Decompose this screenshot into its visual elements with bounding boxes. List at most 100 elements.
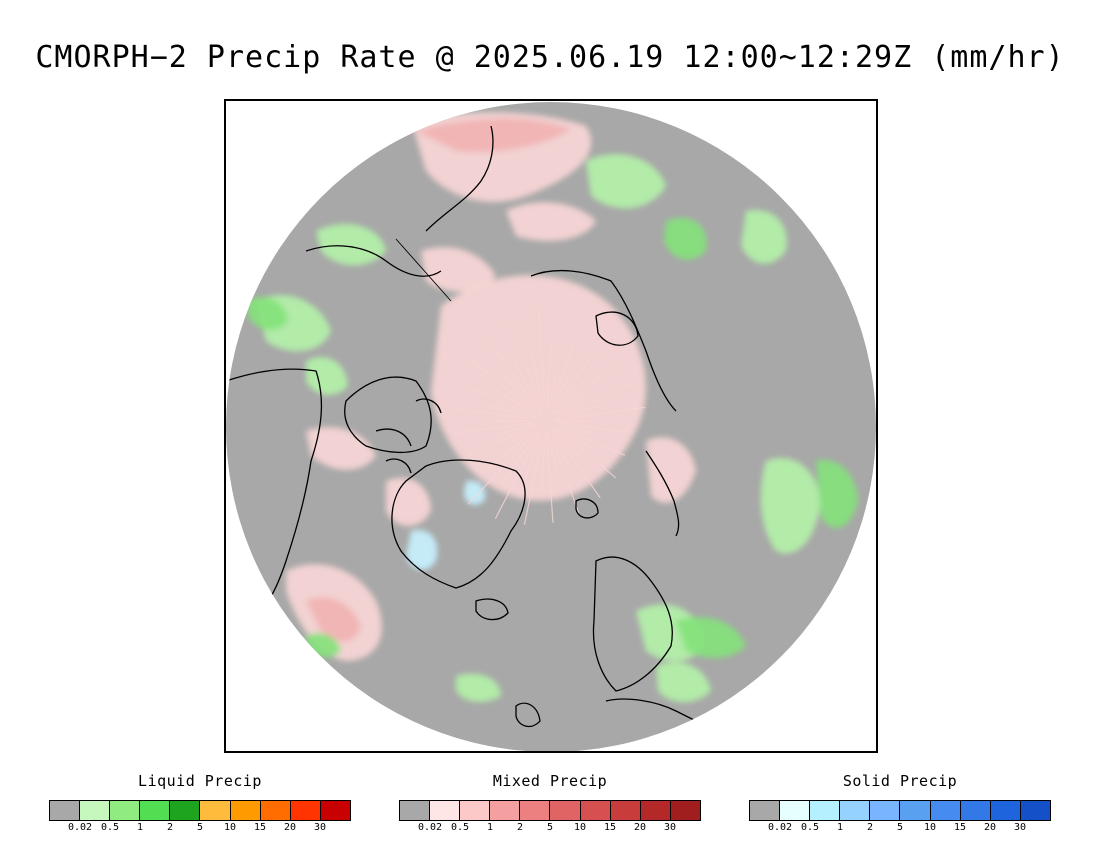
polar-streak (565, 403, 607, 417)
legend-mixed-precip: Mixed Precip 0.02 0.5 1 2 5 10 15 20 30 (399, 772, 701, 842)
mixed-precip-pacific-band (416, 118, 571, 153)
coast-british-isles (515, 702, 541, 728)
polar-streak (562, 430, 592, 450)
legend-tick-label: 1 (136, 822, 144, 833)
legend-tick-label: 1 (836, 822, 844, 833)
legend-tick-label: 0.02 (417, 822, 443, 833)
legend-title-mixed: Mixed Precip (492, 772, 608, 790)
legend-swatch (110, 801, 141, 820)
polar-streak (457, 422, 533, 434)
legend-swatch (640, 801, 671, 820)
legend-swatches-mixed (399, 800, 701, 821)
legend-swatch (810, 801, 841, 820)
legend-swatch (550, 801, 581, 820)
liquid-precip-kamchatka (316, 223, 386, 266)
legend-swatch (260, 801, 291, 820)
polar-streak (453, 407, 527, 419)
mixed-precip-siberia (506, 202, 596, 241)
mixed-precip-arctic-fan (431, 275, 646, 501)
legend-swatch (580, 801, 611, 820)
polar-streak (484, 334, 542, 415)
polar-streak (547, 428, 560, 485)
polar-streak (512, 356, 542, 412)
polar-map[interactable] (224, 99, 878, 753)
legend-tick-label: 2 (516, 822, 524, 833)
mixed-precip-siberia-east (646, 437, 696, 503)
legend-tick-label: 10 (223, 822, 237, 833)
polar-streak (556, 421, 628, 433)
coast-chukotka (425, 125, 494, 232)
legend-tick-label: 15 (603, 822, 617, 833)
legend-swatch (400, 801, 431, 820)
polar-streak (553, 428, 586, 464)
mixed-precip-atlantic-core (306, 597, 361, 642)
polar-streak (504, 430, 530, 447)
legend-swatch (460, 801, 491, 820)
polar-streak (467, 356, 534, 411)
legend-swatches-solid (749, 800, 1051, 821)
polar-streak (553, 432, 601, 499)
polar-streak (553, 435, 575, 476)
liquid-precip-iceland-south (456, 673, 501, 703)
legend-ticks-liquid: 0.02 0.5 1 2 5 10 15 20 30 (49, 822, 351, 836)
mixed-precip-canada (386, 477, 431, 526)
precip-fields (246, 112, 858, 703)
coast-taymyr (595, 311, 639, 346)
coast-iceland (475, 598, 509, 621)
polar-streak (553, 375, 570, 407)
polar-streak (551, 425, 617, 479)
liquid-precip-mongolia (664, 217, 707, 260)
legend-tick-label: 15 (953, 822, 967, 833)
polar-streak (467, 430, 537, 505)
mixed-precip-alaska (306, 427, 376, 470)
coast-greenland (391, 459, 526, 589)
polar-streak (482, 431, 534, 473)
polar-streak (491, 387, 535, 415)
legend-swatch (870, 801, 901, 820)
polar-streak (523, 437, 544, 525)
mixed-precip-baffin (421, 247, 496, 292)
liquid-precip-europe-south (656, 662, 711, 703)
polar-streak (546, 431, 554, 523)
legend-liquid-precip: Liquid Precip 0.02 0.5 1 2 5 10 15 20 30 (49, 772, 351, 842)
liquid-precip-left-edge (246, 297, 288, 331)
polar-streak (520, 439, 540, 490)
polar-streak (559, 424, 594, 435)
legend-swatch (750, 801, 781, 820)
polar-streak (488, 404, 539, 420)
polar-streak (540, 434, 546, 490)
solid-precip-greenland (406, 530, 438, 571)
coast-siberia (530, 269, 677, 412)
coast-canada-islands (375, 398, 442, 474)
liquid-precip-east-europe (760, 457, 821, 554)
legend-swatch (290, 801, 321, 820)
polar-streak (456, 381, 537, 418)
legend-tick-label: 2 (866, 822, 874, 833)
polar-streak (553, 406, 646, 421)
liquid-precip-baltic (676, 617, 746, 658)
legend-tick-label: 20 (283, 822, 297, 833)
legend-swatch (610, 801, 641, 820)
legend-swatch (320, 801, 350, 820)
legend-swatch (990, 801, 1021, 820)
legend-tick-label: 0.02 (767, 822, 793, 833)
polar-streak (552, 439, 580, 514)
solid-precip-greenland-north (464, 480, 486, 505)
polar-streak (551, 380, 584, 416)
legend-tick-label: 0.5 (800, 822, 820, 833)
legend-tick-label: 30 (313, 822, 327, 833)
border-line (395, 238, 452, 302)
polar-streak (495, 423, 536, 436)
polar-streak (467, 423, 539, 456)
polar-streak (501, 429, 541, 485)
legend-swatch (1020, 801, 1050, 820)
liquid-precip-russia (816, 460, 858, 528)
legend-swatch (140, 801, 171, 820)
polar-map-canvas (226, 101, 876, 751)
coast-novaya-zemlya (645, 450, 680, 537)
legend-tick-label: 20 (983, 822, 997, 833)
legend-title-solid: Solid Precip (842, 772, 958, 790)
legend-solid-precip: Solid Precip 0.02 0.5 1 2 5 10 15 20 30 (749, 772, 1051, 842)
chart-title: CMORPH−2 Precip Rate @ 2025.06.19 12:00~… (35, 40, 1065, 75)
legend-title-liquid: Liquid Precip (138, 772, 262, 790)
